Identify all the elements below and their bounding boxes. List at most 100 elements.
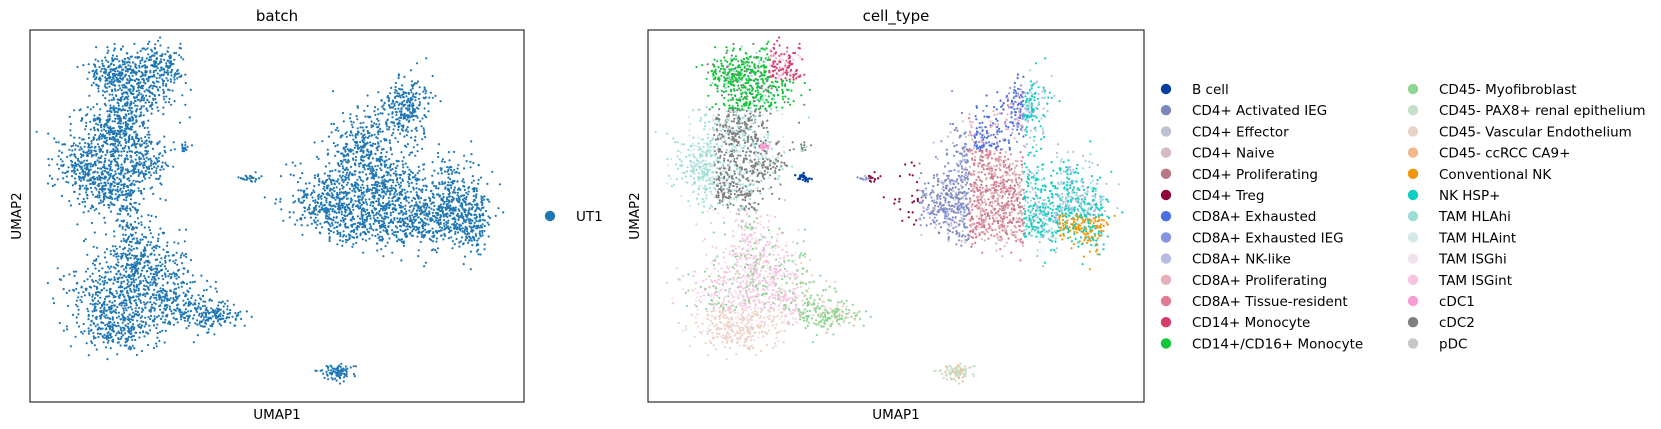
- batch-point: [83, 205, 87, 208]
- batch-point: [438, 183, 441, 186]
- batch-point: [355, 140, 359, 143]
- batch-point: [149, 243, 152, 246]
- batch-point: [140, 105, 143, 108]
- batch-point: [187, 317, 190, 320]
- batch-point: [360, 158, 363, 162]
- batch-point: [441, 180, 444, 183]
- batch-point: [78, 202, 81, 206]
- batch-point: [292, 201, 295, 204]
- batch-point: [326, 207, 329, 210]
- batch-point: [151, 147, 155, 150]
- batch-point: [157, 233, 160, 236]
- batch-point: [82, 154, 85, 157]
- batch-point: [431, 192, 434, 195]
- batch-point: [370, 120, 373, 123]
- batch-point: [346, 148, 349, 151]
- batch-point: [151, 103, 154, 106]
- batch-point: [342, 185, 345, 189]
- batch-point: [91, 293, 94, 296]
- batch-point: [349, 165, 353, 168]
- batch-point: [448, 159, 451, 162]
- batch-point: [116, 353, 119, 356]
- batch-point: [106, 149, 109, 153]
- batch-point: [455, 197, 458, 200]
- batch-point: [351, 185, 354, 188]
- batch-point: [157, 39, 160, 42]
- batch-point: [130, 283, 133, 286]
- batch-point: [338, 182, 341, 185]
- batch-point: [71, 313, 75, 316]
- batch-point: [106, 142, 109, 146]
- batch-point: [79, 299, 82, 302]
- batch-point: [121, 167, 124, 170]
- batch-point: [169, 60, 173, 63]
- batch-point: [134, 310, 137, 313]
- batch-point: [123, 75, 126, 78]
- batch-point: [65, 180, 68, 183]
- batch-point: [470, 140, 473, 143]
- batch-point: [129, 198, 133, 201]
- batch-point: [124, 228, 127, 231]
- batch-point: [447, 151, 450, 154]
- batch-point: [178, 228, 181, 231]
- batch-point: [136, 324, 139, 327]
- batch-point: [123, 239, 126, 242]
- batch-point: [130, 125, 133, 128]
- batch-point: [92, 164, 95, 167]
- batch-point: [199, 324, 202, 327]
- batch-point: [432, 208, 435, 211]
- batch-point: [119, 318, 122, 321]
- batch-point: [324, 217, 327, 220]
- batch-point: [414, 135, 417, 138]
- batch-point: [358, 189, 361, 192]
- batch-point: [91, 341, 94, 345]
- batch-point: [75, 321, 79, 324]
- batch-point: [380, 182, 383, 185]
- batch-point: [385, 215, 388, 218]
- batch-point: [172, 312, 175, 315]
- batch-point: [173, 100, 176, 103]
- batch-point: [408, 107, 411, 110]
- batch-point: [83, 176, 86, 179]
- batch-point: [384, 155, 387, 158]
- batch-point: [219, 312, 222, 315]
- batch-point: [184, 293, 187, 296]
- batch-point: [350, 123, 353, 126]
- batch-point: [104, 76, 107, 79]
- batch-point: [382, 190, 386, 193]
- batch-point: [139, 189, 143, 193]
- batch-point: [398, 119, 401, 122]
- batch-point: [448, 209, 451, 212]
- batch-point: [70, 175, 74, 178]
- batch-point: [93, 259, 96, 262]
- batch-point: [397, 74, 400, 77]
- batch-point: [110, 138, 113, 141]
- batch-point: [193, 307, 196, 310]
- batch-point: [168, 259, 171, 262]
- batch-point: [338, 198, 341, 201]
- batch-point: [400, 110, 403, 113]
- batch-point: [93, 285, 96, 288]
- batch-point: [453, 188, 456, 191]
- batch-point: [201, 294, 204, 298]
- batch-point: [457, 188, 460, 191]
- batch-point: [104, 181, 107, 184]
- batch-point: [165, 77, 168, 80]
- batch-point: [149, 220, 152, 223]
- batch-point: [88, 94, 91, 97]
- batch-point: [396, 217, 399, 220]
- batch-point: [171, 254, 174, 257]
- batch-point: [158, 177, 161, 180]
- batch-point: [129, 209, 132, 212]
- batch-point: [139, 114, 143, 117]
- batch-point: [133, 164, 136, 167]
- batch-point: [109, 127, 112, 130]
- batch-point: [140, 107, 143, 110]
- batch-point: [417, 249, 420, 252]
- batch-point: [454, 206, 457, 209]
- batch-point: [374, 165, 377, 168]
- batch-point: [131, 116, 134, 120]
- batch-point: [310, 212, 313, 215]
- batch-point: [103, 282, 106, 285]
- batch-point: [186, 269, 189, 272]
